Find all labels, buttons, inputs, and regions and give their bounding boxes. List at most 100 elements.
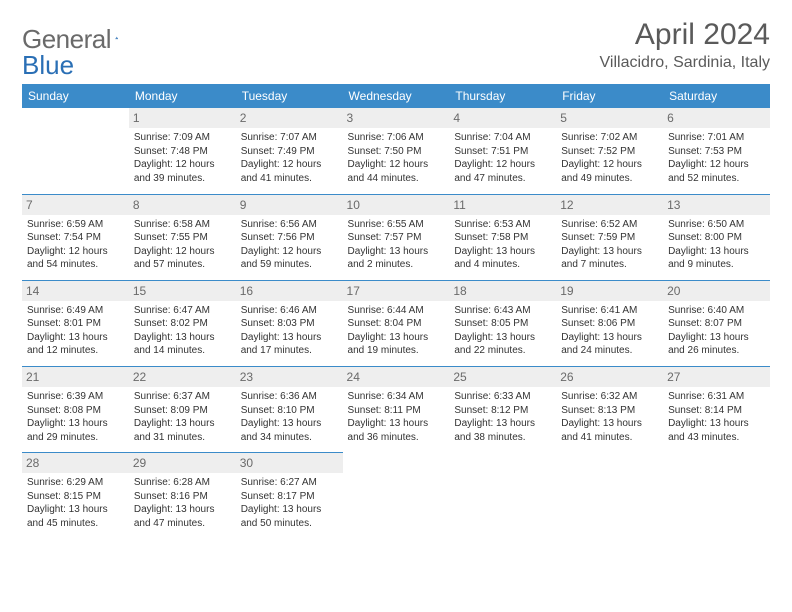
day-info: Sunrise: 6:40 AMSunset: 8:07 PMDaylight:…	[668, 304, 765, 358]
daylight-text: and 31 minutes.	[134, 431, 231, 445]
sunset-text: Sunset: 7:55 PM	[134, 231, 231, 245]
sunrise-text: Sunrise: 6:29 AM	[27, 476, 124, 490]
daylight-text: and 34 minutes.	[241, 431, 338, 445]
daylight-text: Daylight: 13 hours	[348, 331, 445, 345]
sunrise-text: Sunrise: 6:31 AM	[668, 390, 765, 404]
daylight-text: and 2 minutes.	[348, 258, 445, 272]
day-number: 4	[449, 108, 556, 128]
sunset-text: Sunset: 8:04 PM	[348, 317, 445, 331]
daylight-text: and 9 minutes.	[668, 258, 765, 272]
brand-word2: Blue	[22, 50, 74, 81]
day-info: Sunrise: 6:59 AMSunset: 7:54 PMDaylight:…	[27, 218, 124, 272]
daylight-text: and 38 minutes.	[454, 431, 551, 445]
day-number: 1	[129, 108, 236, 128]
day-info: Sunrise: 6:47 AMSunset: 8:02 PMDaylight:…	[134, 304, 231, 358]
daylight-text: Daylight: 13 hours	[454, 245, 551, 259]
day-number: 10	[343, 195, 450, 215]
daylight-text: and 36 minutes.	[348, 431, 445, 445]
day-number: 11	[449, 195, 556, 215]
day-info: Sunrise: 6:34 AMSunset: 8:11 PMDaylight:…	[348, 390, 445, 444]
daylight-text: Daylight: 13 hours	[241, 503, 338, 517]
daylight-text: and 41 minutes.	[561, 431, 658, 445]
sunset-text: Sunset: 8:07 PM	[668, 317, 765, 331]
title-block: April 2024 Villacidro, Sardinia, Italy	[600, 18, 770, 72]
sunset-text: Sunset: 8:17 PM	[241, 490, 338, 504]
day-info: Sunrise: 7:06 AMSunset: 7:50 PMDaylight:…	[348, 131, 445, 185]
calendar-day-cell: 28Sunrise: 6:29 AMSunset: 8:15 PMDayligh…	[22, 453, 129, 539]
sunrise-text: Sunrise: 6:39 AM	[27, 390, 124, 404]
day-info: Sunrise: 6:49 AMSunset: 8:01 PMDaylight:…	[27, 304, 124, 358]
day-number: 13	[663, 195, 770, 215]
daylight-text: Daylight: 12 hours	[668, 158, 765, 172]
day-number: 12	[556, 195, 663, 215]
daylight-text: and 12 minutes.	[27, 344, 124, 358]
day-number: 8	[129, 195, 236, 215]
sunset-text: Sunset: 8:06 PM	[561, 317, 658, 331]
calendar-week-row: 21Sunrise: 6:39 AMSunset: 8:08 PMDayligh…	[22, 366, 770, 452]
sunset-text: Sunset: 7:50 PM	[348, 145, 445, 159]
sunrise-text: Sunrise: 6:50 AM	[668, 218, 765, 232]
day-info: Sunrise: 6:52 AMSunset: 7:59 PMDaylight:…	[561, 218, 658, 272]
calendar-day-cell: 12 Sunrise: 6:52 AMSunset: 7:59 PMDayligh…	[556, 194, 663, 280]
calendar-day-cell: 15Sunrise: 6:47 AMSunset: 8:02 PMDayligh…	[129, 280, 236, 366]
daylight-text: Daylight: 12 hours	[27, 245, 124, 259]
calendar-day-cell: 17Sunrise: 6:44 AMSunset: 8:04 PMDayligh…	[343, 280, 450, 366]
day-info: Sunrise: 7:02 AMSunset: 7:52 PMDaylight:…	[561, 131, 658, 185]
calendar-day-cell: 14Sunrise: 6:49 AMSunset: 8:01 PMDayligh…	[22, 280, 129, 366]
day-info: Sunrise: 6:37 AMSunset: 8:09 PMDaylight:…	[134, 390, 231, 444]
sunset-text: Sunset: 8:15 PM	[27, 490, 124, 504]
daylight-text: and 7 minutes.	[561, 258, 658, 272]
calendar-day-cell: 5 Sunrise: 7:02 AMSunset: 7:52 PMDaylight…	[556, 108, 663, 194]
daylight-text: Daylight: 12 hours	[241, 158, 338, 172]
day-number: 17	[343, 281, 450, 301]
daylight-text: and 44 minutes.	[348, 172, 445, 186]
daylight-text: and 57 minutes.	[134, 258, 231, 272]
day-info: Sunrise: 6:50 AMSunset: 8:00 PMDaylight:…	[668, 218, 765, 272]
sunrise-text: Sunrise: 7:06 AM	[348, 131, 445, 145]
sunset-text: Sunset: 8:02 PM	[134, 317, 231, 331]
calendar-day-cell	[22, 108, 129, 194]
page-header: General April 2024 Villacidro, Sardinia,…	[22, 18, 770, 72]
calendar-day-cell: 19Sunrise: 6:41 AMSunset: 8:06 PMDayligh…	[556, 280, 663, 366]
day-number: 20	[663, 281, 770, 301]
day-info: Sunrise: 6:31 AMSunset: 8:14 PMDaylight:…	[668, 390, 765, 444]
calendar-day-cell: 6Sunrise: 7:01 AMSunset: 7:53 PMDaylight…	[663, 108, 770, 194]
calendar-day-cell	[449, 453, 556, 539]
sunrise-text: Sunrise: 6:55 AM	[348, 218, 445, 232]
sunset-text: Sunset: 8:14 PM	[668, 404, 765, 418]
day-number: 7	[22, 195, 129, 215]
daylight-text: and 59 minutes.	[241, 258, 338, 272]
sunrise-text: Sunrise: 6:49 AM	[27, 304, 124, 318]
daylight-text: Daylight: 13 hours	[348, 417, 445, 431]
sunrise-text: Sunrise: 6:59 AM	[27, 218, 124, 232]
daylight-text: Daylight: 13 hours	[561, 331, 658, 345]
day-number: 28	[22, 453, 129, 473]
daylight-text: and 29 minutes.	[27, 431, 124, 445]
day-info: Sunrise: 6:43 AMSunset: 8:05 PMDaylight:…	[454, 304, 551, 358]
day-info: Sunrise: 6:56 AMSunset: 7:56 PMDaylight:…	[241, 218, 338, 272]
sunset-text: Sunset: 7:49 PM	[241, 145, 338, 159]
calendar-day-cell: 9Sunrise: 6:56 AMSunset: 7:56 PMDaylight…	[236, 194, 343, 280]
sunset-text: Sunset: 8:03 PM	[241, 317, 338, 331]
day-number: 27	[663, 367, 770, 387]
weekday-header: Friday	[556, 84, 663, 108]
day-number: 24	[343, 367, 450, 387]
sunrise-text: Sunrise: 6:58 AM	[134, 218, 231, 232]
daylight-text: and 54 minutes.	[27, 258, 124, 272]
day-number: 22	[129, 367, 236, 387]
daylight-text: Daylight: 13 hours	[668, 417, 765, 431]
month-title: April 2024	[600, 18, 770, 52]
sunrise-text: Sunrise: 6:41 AM	[561, 304, 658, 318]
day-number: 18	[449, 281, 556, 301]
sunset-text: Sunset: 8:09 PM	[134, 404, 231, 418]
day-info: Sunrise: 7:09 AMSunset: 7:48 PMDaylight:…	[134, 131, 231, 185]
sunrise-text: Sunrise: 6:43 AM	[454, 304, 551, 318]
sunrise-text: Sunrise: 7:04 AM	[454, 131, 551, 145]
sunrise-text: Sunrise: 6:28 AM	[134, 476, 231, 490]
day-number: 5	[556, 108, 663, 128]
day-info: Sunrise: 6:39 AMSunset: 8:08 PMDaylight:…	[27, 390, 124, 444]
day-info: Sunrise: 6:27 AMSunset: 8:17 PMDaylight:…	[241, 476, 338, 530]
daylight-text: and 19 minutes.	[348, 344, 445, 358]
daylight-text: and 49 minutes.	[561, 172, 658, 186]
sunset-text: Sunset: 8:16 PM	[134, 490, 231, 504]
